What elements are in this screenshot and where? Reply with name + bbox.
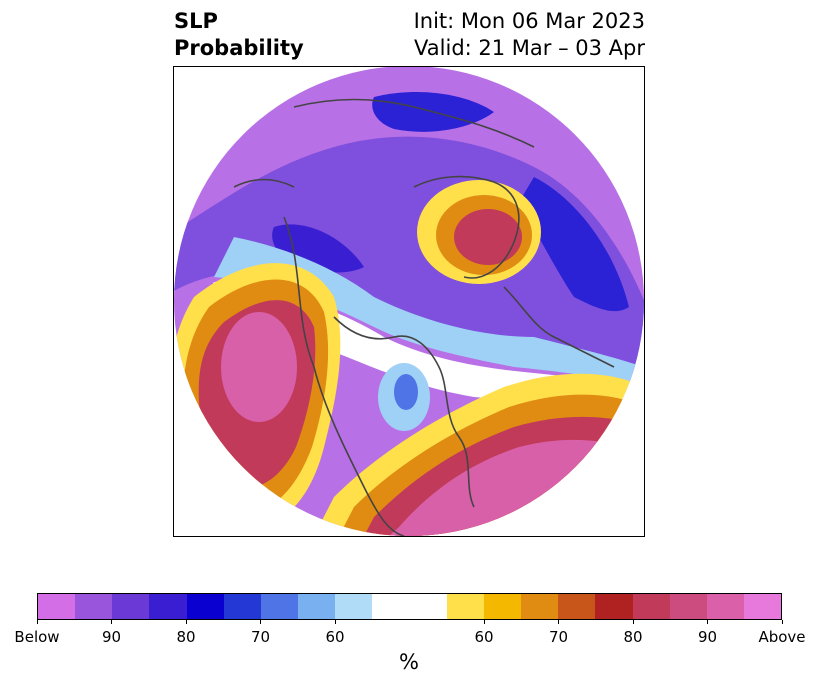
colorbar-tick-mark xyxy=(111,620,112,624)
colorbar-segment xyxy=(483,594,522,619)
colorbar-segment xyxy=(558,594,596,619)
title-line-2: Probability xyxy=(174,36,304,60)
colorbar-tick-mark xyxy=(483,620,485,624)
colorbar-segment xyxy=(112,594,150,619)
colorbar-tick-mark xyxy=(632,620,634,624)
colorbar-segment xyxy=(260,594,299,619)
below-north-america-core xyxy=(394,374,418,410)
colorbar xyxy=(37,593,782,620)
colorbar-segment xyxy=(446,594,484,619)
colorbar-segment xyxy=(706,594,744,619)
coastlines xyxy=(233,98,615,536)
colorbar-tick-mark xyxy=(334,620,336,624)
colorbar-tick-label: Above xyxy=(758,628,806,646)
colorbar-tick-mark xyxy=(185,620,187,624)
colorbar-segment xyxy=(149,594,187,619)
colorbar-tick-label: 90 xyxy=(697,628,718,646)
above-arctic-core xyxy=(454,209,522,265)
colorbar-segment xyxy=(595,594,633,619)
colorbar-tick-label: 90 xyxy=(101,628,122,646)
colorbar-tick-label: 70 xyxy=(548,628,569,646)
below-light-fringe xyxy=(214,237,644,387)
colorbar-tick-label: 60 xyxy=(474,628,494,646)
colorbar-segment xyxy=(335,594,373,619)
colorbar-tick-mark xyxy=(781,620,783,624)
colorbar-tick-mark xyxy=(260,620,261,624)
colorbar-tick-label: 70 xyxy=(250,628,271,646)
colorbar-tick-label: 80 xyxy=(176,628,196,646)
valid-period: Init: Mon 06 Mar 2023 Valid: 21 Mar – 03… xyxy=(414,8,645,62)
colorbar-unit-label: % xyxy=(399,650,419,674)
colorbar-segment xyxy=(409,594,447,619)
colorbar-segment xyxy=(298,594,336,619)
colorbar-tick-label: 60 xyxy=(325,628,345,646)
colorbar-segment xyxy=(186,594,224,619)
colorbar-segment xyxy=(632,594,670,619)
colorbar-segment xyxy=(669,594,707,619)
colorbar-segment xyxy=(372,594,410,619)
title-line-1: SLP xyxy=(174,9,218,33)
colorbar-segment xyxy=(521,594,559,619)
colorbar-segment xyxy=(743,594,782,619)
colorbar-tick-mark xyxy=(558,620,559,624)
init-date: Init: Mon 06 Mar 2023 xyxy=(413,9,645,33)
colorbar-tick-label: 80 xyxy=(623,628,643,646)
map-panel xyxy=(173,66,645,537)
colorbar-tick-mark xyxy=(36,620,38,624)
colorbar-tick-label: Below xyxy=(14,628,60,646)
colorbar-segment xyxy=(223,594,261,619)
colorbar-tick-mark xyxy=(707,620,708,624)
colorbar-segment xyxy=(38,594,76,619)
above-pacific-core xyxy=(221,312,297,422)
chart-title: SLP Probability xyxy=(174,8,304,62)
below-core-siberia xyxy=(519,177,629,312)
probability-map xyxy=(174,67,644,536)
colorbar-segment xyxy=(75,594,113,619)
valid-range: Valid: 21 Mar – 03 Apr xyxy=(414,36,645,60)
